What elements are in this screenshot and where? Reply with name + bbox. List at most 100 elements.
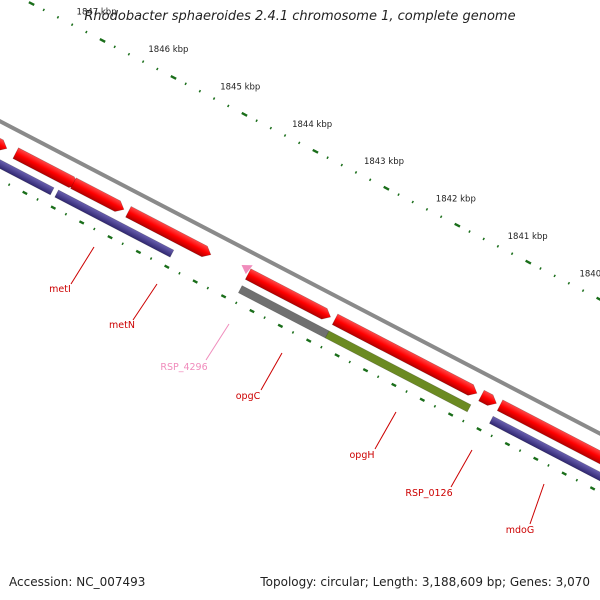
- lower-tick: [518, 449, 522, 453]
- gene-leader-line: [260, 352, 283, 391]
- cds-bar: [0, 155, 55, 196]
- scale-tick: [255, 119, 258, 123]
- cds-bar: [489, 415, 600, 505]
- scale-tick: [326, 156, 329, 160]
- scale-tick: [312, 148, 319, 154]
- scale-tick: [28, 1, 35, 6]
- gene-label[interactable]: opgH: [349, 450, 374, 461]
- lower-tick: [121, 242, 124, 246]
- scale-label: 1844 kbp: [292, 120, 332, 130]
- lower-tick: [263, 316, 266, 320]
- scale-tick: [340, 163, 344, 167]
- scale-tick: [227, 104, 230, 108]
- scale-tick: [42, 8, 45, 12]
- topology-label: Topology: circular; Length: 3,188,609 bp…: [260, 575, 590, 589]
- lower-tick: [433, 404, 437, 408]
- gene-leader-line: [70, 246, 95, 285]
- scale-tick: [99, 38, 106, 43]
- scale-label: 1846 kbp: [148, 45, 188, 55]
- lower-tick: [490, 434, 493, 438]
- gene-arrow: [70, 177, 125, 212]
- lower-tick: [376, 375, 380, 379]
- gene-leader-line: [132, 283, 158, 321]
- scale-tick: [567, 281, 571, 285]
- scale-tick: [241, 111, 248, 117]
- scale-tick: [127, 52, 131, 56]
- scale-label: 1841 kbp: [508, 232, 548, 242]
- scale-tick: [113, 45, 116, 49]
- gene-leader-line: [374, 411, 397, 450]
- lower-tick: [234, 301, 238, 305]
- scale-track: [28, 1, 600, 302]
- scale-tick: [482, 237, 485, 241]
- scale-tick: [411, 200, 414, 204]
- lower-tick: [305, 338, 312, 343]
- gene-arrow: [478, 389, 497, 406]
- gene-arrow: [331, 313, 478, 396]
- lower-tick: [178, 271, 181, 275]
- gene-labels: metI metN RSP_4296 opgC opgH RSP_0126 mdoG: [49, 246, 545, 536]
- scale-tick: [496, 244, 500, 248]
- lower-tick: [36, 198, 39, 201]
- lower-tick: [362, 367, 369, 373]
- lower-tick: [405, 390, 408, 393]
- gene-arrow: [125, 206, 212, 258]
- scale-label: 1842 kbp: [436, 195, 476, 205]
- gene-arrow: [0, 115, 8, 151]
- scale-tick: [510, 252, 514, 256]
- scale-tick: [539, 267, 542, 270]
- lower-tick: [561, 471, 567, 476]
- genome-backbone: [0, 86, 600, 478]
- scale-tick: [383, 185, 390, 191]
- lower-tick: [50, 205, 57, 210]
- lower-tick: [206, 286, 210, 290]
- scale-tick: [397, 193, 400, 197]
- lower-tick: [291, 331, 295, 334]
- scale-tick: [454, 222, 461, 228]
- scale-tick: [70, 23, 74, 27]
- lower-tick: [7, 183, 11, 187]
- lower-tick: [504, 441, 511, 447]
- scale-tick: [354, 171, 358, 174]
- gene-label[interactable]: metI: [49, 284, 71, 295]
- lower-tick: [476, 427, 482, 432]
- pseudogene-arrow: [241, 265, 253, 275]
- gene-leader-line: [529, 483, 545, 525]
- lower-tick: [320, 345, 323, 349]
- gene-arrow: [496, 399, 600, 488]
- lower-tick: [447, 412, 454, 417]
- scale-label: 1840 kbp: [579, 269, 600, 279]
- scale-tick: [581, 289, 585, 293]
- gene-arrow: [244, 268, 331, 320]
- gene-leader-line: [205, 323, 230, 361]
- lower-tick: [192, 279, 198, 284]
- scale-tick: [297, 141, 301, 145]
- lower-tick: [149, 257, 153, 260]
- scale-tick: [596, 296, 600, 302]
- lower-tick: [78, 220, 85, 225]
- lower-tick: [164, 264, 170, 269]
- scale-tick: [283, 134, 287, 137]
- lower-tick: [589, 486, 596, 491]
- lower-tick-track: [7, 183, 596, 491]
- gene-label[interactable]: RSP_0126: [405, 488, 452, 499]
- gene-features: [0, 115, 600, 505]
- scale-tick: [85, 30, 88, 34]
- gene-label[interactable]: opgC: [236, 391, 261, 402]
- lower-tick: [107, 234, 113, 240]
- scale-tick: [212, 97, 216, 100]
- lower-tick: [220, 294, 227, 299]
- gene-label[interactable]: metN: [109, 320, 135, 331]
- scale-tick: [425, 207, 429, 211]
- lower-tick: [391, 382, 397, 388]
- gene-label[interactable]: mdoG: [506, 525, 534, 536]
- scale-label: 1843 kbp: [364, 157, 404, 167]
- accession-label: Accession: NC_007493: [9, 575, 146, 589]
- lower-tick: [64, 212, 68, 216]
- gene-label[interactable]: RSP_4296: [160, 362, 207, 373]
- cds-bar: [54, 189, 175, 258]
- scale-tick: [468, 230, 471, 233]
- lower-tick: [547, 463, 550, 467]
- lower-tick: [22, 190, 28, 196]
